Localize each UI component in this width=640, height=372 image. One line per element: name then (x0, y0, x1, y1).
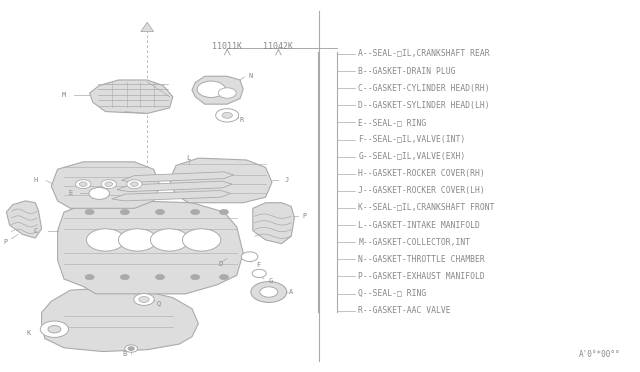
Circle shape (85, 209, 94, 215)
Circle shape (89, 187, 109, 199)
Polygon shape (51, 162, 160, 208)
Text: 11042K: 11042K (264, 42, 293, 51)
Polygon shape (112, 190, 230, 201)
Circle shape (222, 112, 232, 118)
Polygon shape (58, 201, 243, 294)
Polygon shape (141, 22, 154, 32)
Circle shape (251, 282, 287, 302)
Text: M--GASKET-COLLECTOR,INT: M--GASKET-COLLECTOR,INT (358, 238, 470, 247)
Circle shape (127, 180, 142, 189)
Circle shape (241, 252, 258, 262)
Circle shape (105, 182, 113, 186)
Circle shape (86, 229, 125, 251)
Polygon shape (116, 181, 232, 192)
Text: D--GASKET-SYLINDER HEAD(LH): D--GASKET-SYLINDER HEAD(LH) (358, 101, 490, 110)
Circle shape (260, 287, 278, 297)
Text: R: R (240, 117, 244, 123)
Circle shape (79, 182, 87, 186)
Polygon shape (6, 201, 42, 238)
Text: P--GASKET-EXHAUST MANIFOLD: P--GASKET-EXHAUST MANIFOLD (358, 272, 485, 281)
Text: A'0°*00°°: A'0°*00°° (579, 350, 621, 359)
Circle shape (48, 326, 61, 333)
Text: F--SEAL-□IL,VALVE(INT): F--SEAL-□IL,VALVE(INT) (358, 135, 466, 144)
Circle shape (197, 81, 225, 97)
Text: M: M (62, 92, 66, 98)
Circle shape (191, 275, 200, 280)
Circle shape (216, 109, 239, 122)
Circle shape (134, 294, 154, 305)
Text: K: K (27, 330, 31, 336)
Circle shape (40, 321, 68, 337)
Text: E--SEAL-□ RING: E--SEAL-□ RING (358, 118, 427, 127)
Text: C--GASKET-CYLINDER HEAD(RH): C--GASKET-CYLINDER HEAD(RH) (358, 84, 490, 93)
Text: P: P (302, 213, 307, 219)
Circle shape (220, 275, 228, 280)
Text: J: J (285, 177, 289, 183)
Text: N: N (248, 73, 253, 79)
Text: P: P (3, 239, 7, 245)
Text: N--GASKET-THROTTLE CHAMBER: N--GASKET-THROTTLE CHAMBER (358, 255, 485, 264)
Polygon shape (122, 172, 234, 182)
Circle shape (156, 275, 164, 280)
Circle shape (220, 209, 228, 215)
Text: F: F (256, 262, 260, 268)
Text: R--GASKET-AAC VALVE: R--GASKET-AAC VALVE (358, 306, 451, 315)
Text: Q: Q (157, 300, 161, 306)
Polygon shape (90, 80, 173, 113)
Circle shape (139, 296, 149, 302)
Polygon shape (170, 158, 272, 203)
Text: C: C (33, 228, 37, 234)
Polygon shape (192, 76, 243, 104)
Circle shape (125, 345, 138, 352)
Text: A: A (289, 289, 294, 295)
Text: A--SEAL-□IL,CRANKSHAFT REAR: A--SEAL-□IL,CRANKSHAFT REAR (358, 49, 490, 58)
Text: J--GASKET-ROCKER COVER(LH): J--GASKET-ROCKER COVER(LH) (358, 186, 485, 195)
Circle shape (120, 209, 129, 215)
Text: G--SEAL-□IL,VALVE(EXH): G--SEAL-□IL,VALVE(EXH) (358, 152, 466, 161)
Circle shape (128, 347, 134, 350)
Text: B--GASKET-DRAIN PLUG: B--GASKET-DRAIN PLUG (358, 67, 456, 76)
Text: L--GASKET-INTAKE MANIFOLD: L--GASKET-INTAKE MANIFOLD (358, 221, 480, 230)
Polygon shape (253, 203, 294, 244)
Text: B: B (123, 351, 127, 357)
Circle shape (156, 209, 164, 215)
Circle shape (150, 229, 189, 251)
Circle shape (118, 229, 157, 251)
Text: H: H (33, 177, 37, 183)
Text: G: G (269, 278, 273, 284)
Circle shape (191, 209, 200, 215)
Circle shape (101, 180, 116, 189)
Circle shape (131, 182, 138, 186)
Circle shape (120, 275, 129, 280)
Circle shape (252, 269, 266, 278)
Circle shape (182, 229, 221, 251)
Polygon shape (42, 288, 198, 352)
Text: 11011K: 11011K (212, 42, 242, 51)
Text: E: E (68, 190, 72, 196)
Text: K--SEAL-□IL,CRANKSHAFT FRONT: K--SEAL-□IL,CRANKSHAFT FRONT (358, 203, 495, 212)
Circle shape (76, 180, 91, 189)
Text: L: L (187, 155, 191, 161)
Circle shape (85, 275, 94, 280)
Circle shape (218, 88, 236, 98)
Text: H--GASKET-ROCKER COVER(RH): H--GASKET-ROCKER COVER(RH) (358, 169, 485, 178)
Text: D: D (219, 261, 223, 267)
Text: Q--SEAL-□ RING: Q--SEAL-□ RING (358, 289, 427, 298)
